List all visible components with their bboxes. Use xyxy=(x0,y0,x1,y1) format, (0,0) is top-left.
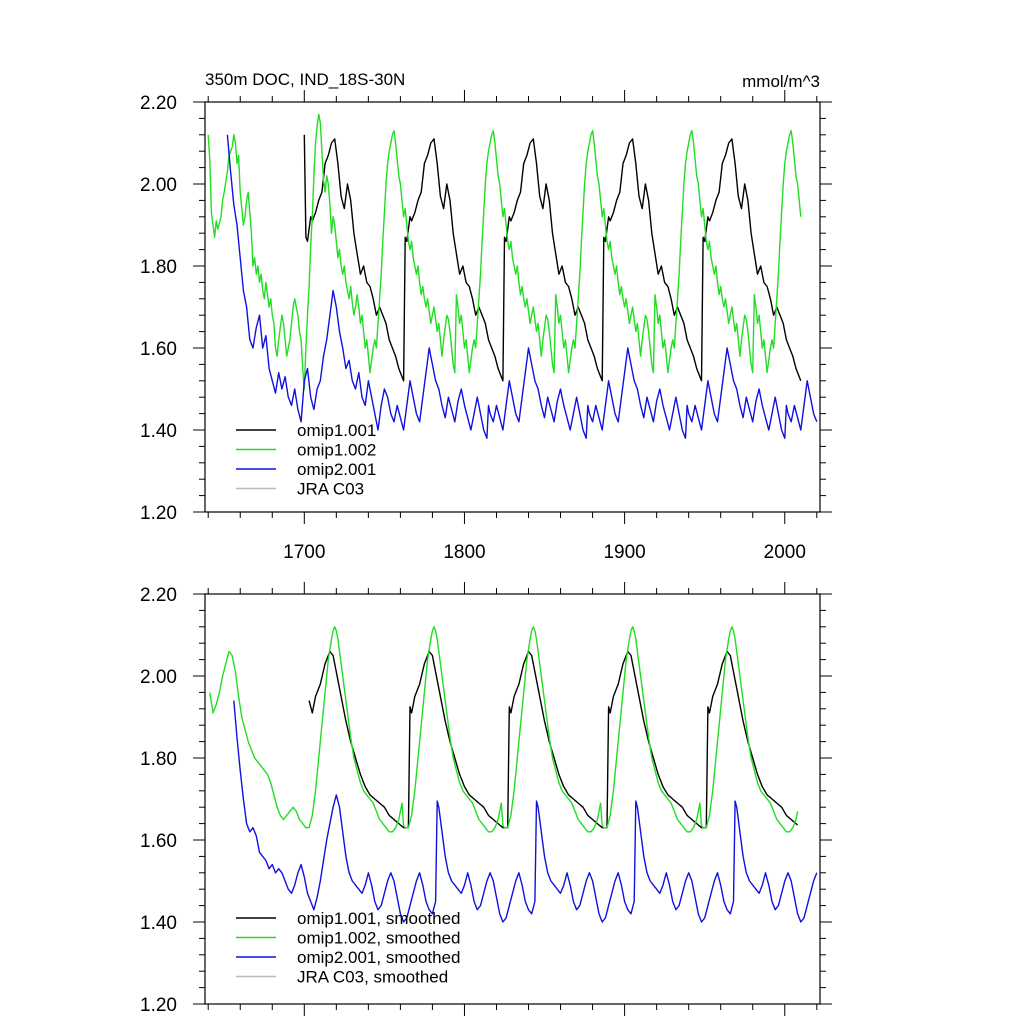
legend-label: omip1.002, smoothed xyxy=(297,929,461,948)
x-tick-label: 1900 xyxy=(603,542,645,563)
series-line xyxy=(303,134,802,382)
panel-units: mmol/m^3 xyxy=(742,72,820,91)
y-tick-label: 2.20 xyxy=(140,585,177,606)
series-line xyxy=(226,134,818,439)
y-tick-label: 2.20 xyxy=(140,93,177,114)
x-tick-label: 1700 xyxy=(283,542,325,563)
y-tick-label: 1.20 xyxy=(140,503,177,524)
series-line xyxy=(308,650,799,829)
y-tick-label: 1.60 xyxy=(140,339,177,360)
axes: 1.20 1.40 1.60 1.80 2.00 2.20 1700 1800 1900 2000 xyxy=(140,90,832,563)
legend-label: omip1.001, smoothed xyxy=(297,909,461,928)
legend-label: omip2.001 xyxy=(297,460,376,479)
y-tick-label: 1.20 xyxy=(140,995,177,1016)
series-line xyxy=(233,700,818,923)
plot-frame xyxy=(204,101,821,513)
y-tick-label: 1.60 xyxy=(140,831,177,852)
legend-label: JRA C03 xyxy=(297,480,364,499)
series-line xyxy=(207,113,802,390)
plot-frame xyxy=(204,593,821,1005)
y-tick-label: 1.40 xyxy=(140,913,177,934)
legend-label: omip1.001 xyxy=(297,421,376,440)
x-tick-label: 2000 xyxy=(764,542,806,563)
legend-label: JRA C03, smoothed xyxy=(297,968,448,987)
y-tick-label: 2.00 xyxy=(140,175,177,196)
series-lines xyxy=(207,113,818,439)
bottom-panel: 1.20 1.40 1.60 1.80 2.00 2.20 omip1.001, smoo… xyxy=(140,582,832,1016)
y-tick-label: 2.00 xyxy=(140,667,177,688)
x-tick-label: 1800 xyxy=(443,542,485,563)
axes: 1.20 1.40 1.60 1.80 2.00 2.20 xyxy=(140,582,832,1016)
y-tick-label: 1.40 xyxy=(140,421,177,442)
legend-label: omip2.001, smoothed xyxy=(297,948,461,967)
y-tick-label: 1.80 xyxy=(140,749,177,770)
y-tick-label: 1.80 xyxy=(140,257,177,278)
series-line xyxy=(209,626,799,833)
panel-title: 350m DOC, IND_18S-30N xyxy=(205,70,405,89)
legend-label: omip1.002 xyxy=(297,441,376,460)
top-panel: 350m DOC, IND_18S-30N mmol/m^3 1.201.401… xyxy=(140,70,832,563)
series-lines xyxy=(209,626,818,923)
